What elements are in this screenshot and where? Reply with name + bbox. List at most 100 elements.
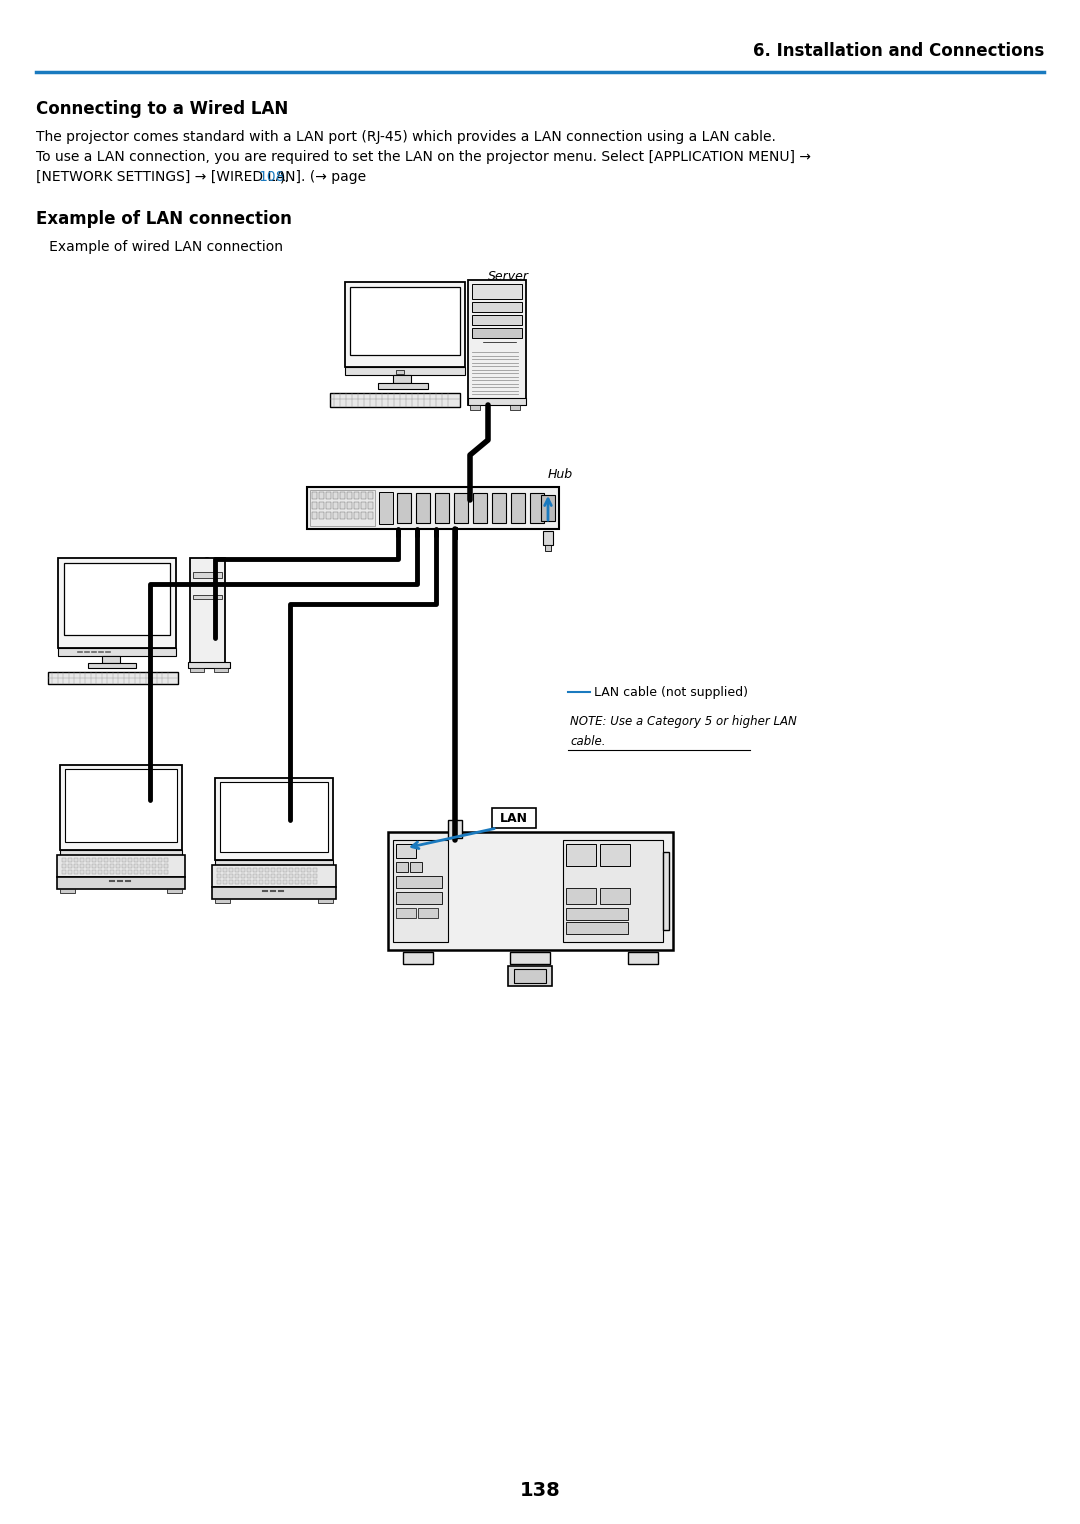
- Bar: [259, 869, 264, 872]
- Text: LAN: LAN: [500, 811, 528, 824]
- Bar: [396, 863, 408, 872]
- Bar: [140, 864, 144, 869]
- Bar: [318, 899, 333, 904]
- Bar: [396, 844, 416, 858]
- Bar: [217, 869, 221, 872]
- Bar: [253, 869, 257, 872]
- Bar: [418, 908, 438, 917]
- Circle shape: [610, 872, 620, 882]
- Bar: [80, 858, 84, 863]
- Bar: [253, 873, 257, 878]
- Bar: [403, 952, 433, 965]
- Bar: [104, 864, 108, 869]
- Text: Hub: Hub: [548, 468, 573, 482]
- Text: To use a LAN connection, you are required to set the LAN on the projector menu. : To use a LAN connection, you are require…: [36, 149, 811, 165]
- Bar: [340, 512, 345, 520]
- Bar: [241, 873, 245, 878]
- Bar: [347, 492, 352, 498]
- Bar: [541, 495, 555, 521]
- Bar: [289, 873, 293, 878]
- Circle shape: [565, 872, 575, 882]
- Bar: [58, 558, 176, 648]
- Bar: [86, 864, 90, 869]
- Bar: [295, 873, 299, 878]
- Bar: [448, 820, 462, 838]
- Bar: [397, 492, 411, 523]
- Bar: [152, 858, 156, 863]
- Bar: [510, 952, 550, 965]
- Text: Example of LAN connection: Example of LAN connection: [36, 210, 292, 229]
- Bar: [326, 501, 330, 509]
- Bar: [222, 873, 227, 878]
- Bar: [80, 870, 84, 873]
- Bar: [134, 864, 138, 869]
- Bar: [454, 492, 468, 523]
- Bar: [104, 858, 108, 863]
- Bar: [62, 870, 66, 873]
- Bar: [265, 873, 269, 878]
- Bar: [48, 672, 178, 684]
- Bar: [215, 860, 333, 866]
- Bar: [92, 870, 96, 873]
- Bar: [361, 501, 366, 509]
- Bar: [122, 858, 126, 863]
- Bar: [75, 864, 78, 869]
- Bar: [68, 864, 72, 869]
- Bar: [511, 492, 525, 523]
- Bar: [566, 908, 627, 920]
- Circle shape: [480, 863, 536, 919]
- Bar: [140, 858, 144, 863]
- Bar: [345, 367, 465, 375]
- Text: cable.: cable.: [570, 735, 606, 748]
- Circle shape: [498, 881, 518, 901]
- Bar: [265, 879, 269, 884]
- Bar: [307, 488, 559, 529]
- Bar: [396, 892, 442, 904]
- Bar: [340, 492, 345, 498]
- Bar: [319, 512, 324, 520]
- Bar: [92, 858, 96, 863]
- Bar: [361, 512, 366, 520]
- Bar: [98, 864, 102, 869]
- Bar: [333, 492, 338, 498]
- Bar: [68, 858, 72, 863]
- Bar: [247, 869, 251, 872]
- Text: [NETWORK SETTINGS] → [WIRED LAN]. (→ page: [NETWORK SETTINGS] → [WIRED LAN]. (→ pag…: [36, 171, 370, 184]
- Bar: [60, 765, 183, 850]
- Bar: [312, 501, 318, 509]
- Bar: [158, 858, 162, 863]
- Bar: [222, 879, 227, 884]
- Bar: [152, 870, 156, 873]
- Bar: [514, 969, 546, 983]
- Bar: [60, 888, 75, 893]
- Bar: [289, 869, 293, 872]
- Bar: [663, 852, 669, 930]
- Bar: [354, 501, 359, 509]
- Bar: [295, 879, 299, 884]
- Bar: [110, 870, 114, 873]
- Bar: [217, 873, 221, 878]
- Bar: [313, 869, 318, 872]
- Bar: [92, 864, 96, 869]
- Bar: [333, 501, 338, 509]
- Bar: [276, 879, 281, 884]
- Bar: [75, 858, 78, 863]
- Bar: [566, 844, 596, 866]
- Bar: [58, 648, 176, 655]
- Bar: [214, 668, 228, 672]
- Bar: [283, 873, 287, 878]
- Bar: [122, 864, 126, 869]
- Bar: [600, 888, 630, 904]
- Bar: [289, 879, 293, 884]
- Bar: [368, 512, 373, 520]
- Bar: [247, 879, 251, 884]
- Bar: [307, 873, 311, 878]
- Bar: [134, 858, 138, 863]
- Bar: [396, 370, 404, 373]
- Bar: [86, 870, 90, 873]
- Bar: [220, 782, 328, 852]
- Bar: [152, 864, 156, 869]
- Text: LAN cable (not supplied): LAN cable (not supplied): [594, 686, 748, 698]
- Bar: [229, 873, 233, 878]
- Bar: [215, 899, 230, 904]
